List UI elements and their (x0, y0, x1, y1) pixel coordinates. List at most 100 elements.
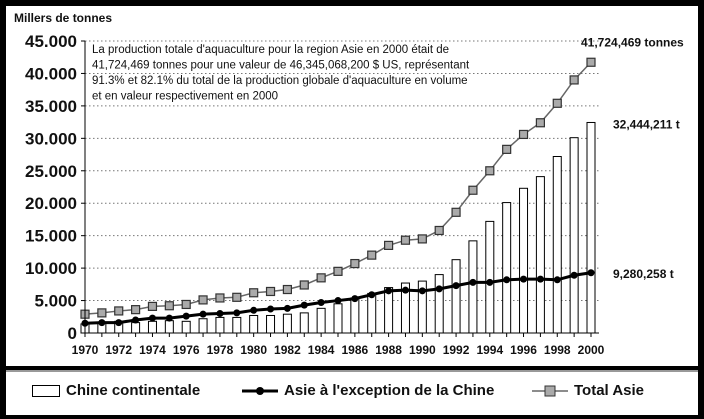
point-total-asie (434, 225, 444, 236)
y-tick-label: 0 (68, 324, 77, 343)
bar-chine (434, 274, 444, 334)
annotation-line: 91.3% et 82.1% du total de la production… (92, 75, 468, 87)
bar-chine (131, 322, 141, 334)
dot-line-icon (242, 386, 278, 395)
bar-chine (299, 312, 309, 334)
bar-chine (502, 202, 512, 334)
bar-chine (316, 307, 326, 334)
legend-item-chine: Chine continentale (32, 382, 200, 399)
y-tick-label: 20.000 (25, 194, 77, 213)
point-total-asie (350, 258, 360, 269)
point-total-asie (333, 266, 343, 276)
x-tick-label: 1994 (476, 343, 503, 357)
point-asie-hors-chine (317, 299, 325, 307)
bar-chine (232, 316, 242, 334)
point-asie-hors-chine (368, 291, 376, 299)
point-asie-hors-chine (165, 314, 173, 322)
annotation-line: et en valeur respectivement en 2000 (92, 91, 278, 103)
point-asie-hors-chine (486, 278, 494, 286)
y-tick-label: 35.000 (25, 97, 77, 116)
y-tick-label: 45.000 (25, 32, 77, 51)
point-asie-hors-chine (334, 297, 342, 305)
point-total-asie (367, 250, 377, 260)
y-tick-label: 40.000 (25, 64, 77, 83)
point-asie-hors-chine (587, 269, 595, 277)
legend-item-total-asie: Total Asie (532, 382, 644, 399)
bar-chine (249, 314, 259, 334)
bar-chine (147, 320, 157, 334)
bar-chine (367, 292, 377, 334)
point-total-asie (164, 301, 174, 311)
point-asie-hors-chine (216, 310, 224, 318)
point-total-asie (586, 57, 596, 67)
x-tick-label: 1972 (105, 343, 132, 357)
point-total-asie (147, 301, 158, 311)
point-asie-hors-chine (503, 276, 511, 284)
x-tick-label: 1970 (72, 343, 99, 357)
annotation-line: 41,724,469 tonnes pour une valeur de 46,… (92, 60, 470, 72)
point-asie-hors-chine (520, 275, 528, 283)
bar-chine (586, 121, 596, 334)
end-label-total: 41,724,469 tonnes (581, 35, 684, 49)
annotation-line: La production totale d'aquaculture pour … (92, 44, 449, 56)
y-tick-label: 10.000 (25, 259, 77, 278)
legend: Chine continentale Asie à l'exception de… (6, 370, 698, 415)
point-total-asie (265, 286, 276, 297)
x-tick-label: 1974 (139, 343, 166, 357)
point-asie-hors-chine (351, 295, 359, 303)
bar-chine (215, 316, 225, 334)
x-tick-label: 1988 (375, 343, 402, 357)
bar-chine (198, 318, 208, 334)
point-asie-hors-chine (148, 314, 156, 322)
x-tick-label: 1996 (510, 343, 537, 357)
point-asie-hors-chine (182, 312, 190, 320)
y-tick-label: 15.000 (25, 227, 77, 246)
x-tick-label: 1982 (274, 343, 301, 357)
end-label-chine: 32,444,211 t (613, 117, 680, 131)
point-asie-hors-chine (199, 310, 207, 318)
legend-label: Asie à l'exception de la Chine (284, 382, 495, 399)
y-tick-label: 25.000 (25, 162, 77, 181)
point-asie-hors-chine (536, 275, 544, 283)
point-total-asie (249, 288, 259, 298)
point-asie-hors-chine (553, 276, 561, 284)
legend-label: Chine continentale (66, 382, 201, 399)
x-tick-label: 2000 (578, 343, 605, 357)
point-asie-hors-chine (132, 316, 140, 324)
point-total-asie (502, 144, 512, 154)
bar-chine (164, 320, 174, 334)
end-label-asie-hors-chine: 9,280,258 t (613, 267, 674, 281)
point-total-asie (232, 292, 242, 302)
point-asie-hors-chine (469, 278, 477, 286)
x-tick-label: 1990 (409, 343, 436, 357)
point-asie-hors-chine (452, 282, 460, 290)
x-tick-label: 1978 (207, 343, 234, 357)
point-asie-hors-chine (283, 304, 291, 312)
point-asie-hors-chine (435, 285, 443, 293)
point-total-asie (569, 75, 579, 85)
point-total-asie (451, 207, 461, 217)
point-total-asie (282, 284, 292, 295)
point-total-asie (417, 234, 427, 244)
bar-chine (519, 187, 529, 334)
point-total-asie (384, 240, 394, 250)
point-total-asie (400, 235, 411, 245)
point-asie-hors-chine (267, 305, 275, 313)
x-tick-label: 1976 (173, 343, 200, 357)
y-tick-label: 5.000 (34, 292, 77, 311)
point-total-asie (198, 295, 208, 305)
point-total-asie (468, 185, 478, 195)
x-tick-label: 1992 (443, 343, 470, 357)
point-asie-hors-chine (300, 301, 308, 309)
point-asie-hors-chine (418, 287, 426, 295)
point-asie-hors-chine (98, 319, 106, 327)
x-tick-label: 1984 (308, 343, 335, 357)
bar-chine (485, 220, 495, 334)
bar-chine (350, 297, 360, 334)
bar-chine (468, 240, 478, 334)
point-total-asie (316, 273, 326, 283)
bar-chine (569, 137, 579, 334)
chart-panel: Millers de tonnes 0 5.000 10.000 15.000 20.0… (6, 6, 698, 366)
bar-chine (333, 303, 343, 334)
